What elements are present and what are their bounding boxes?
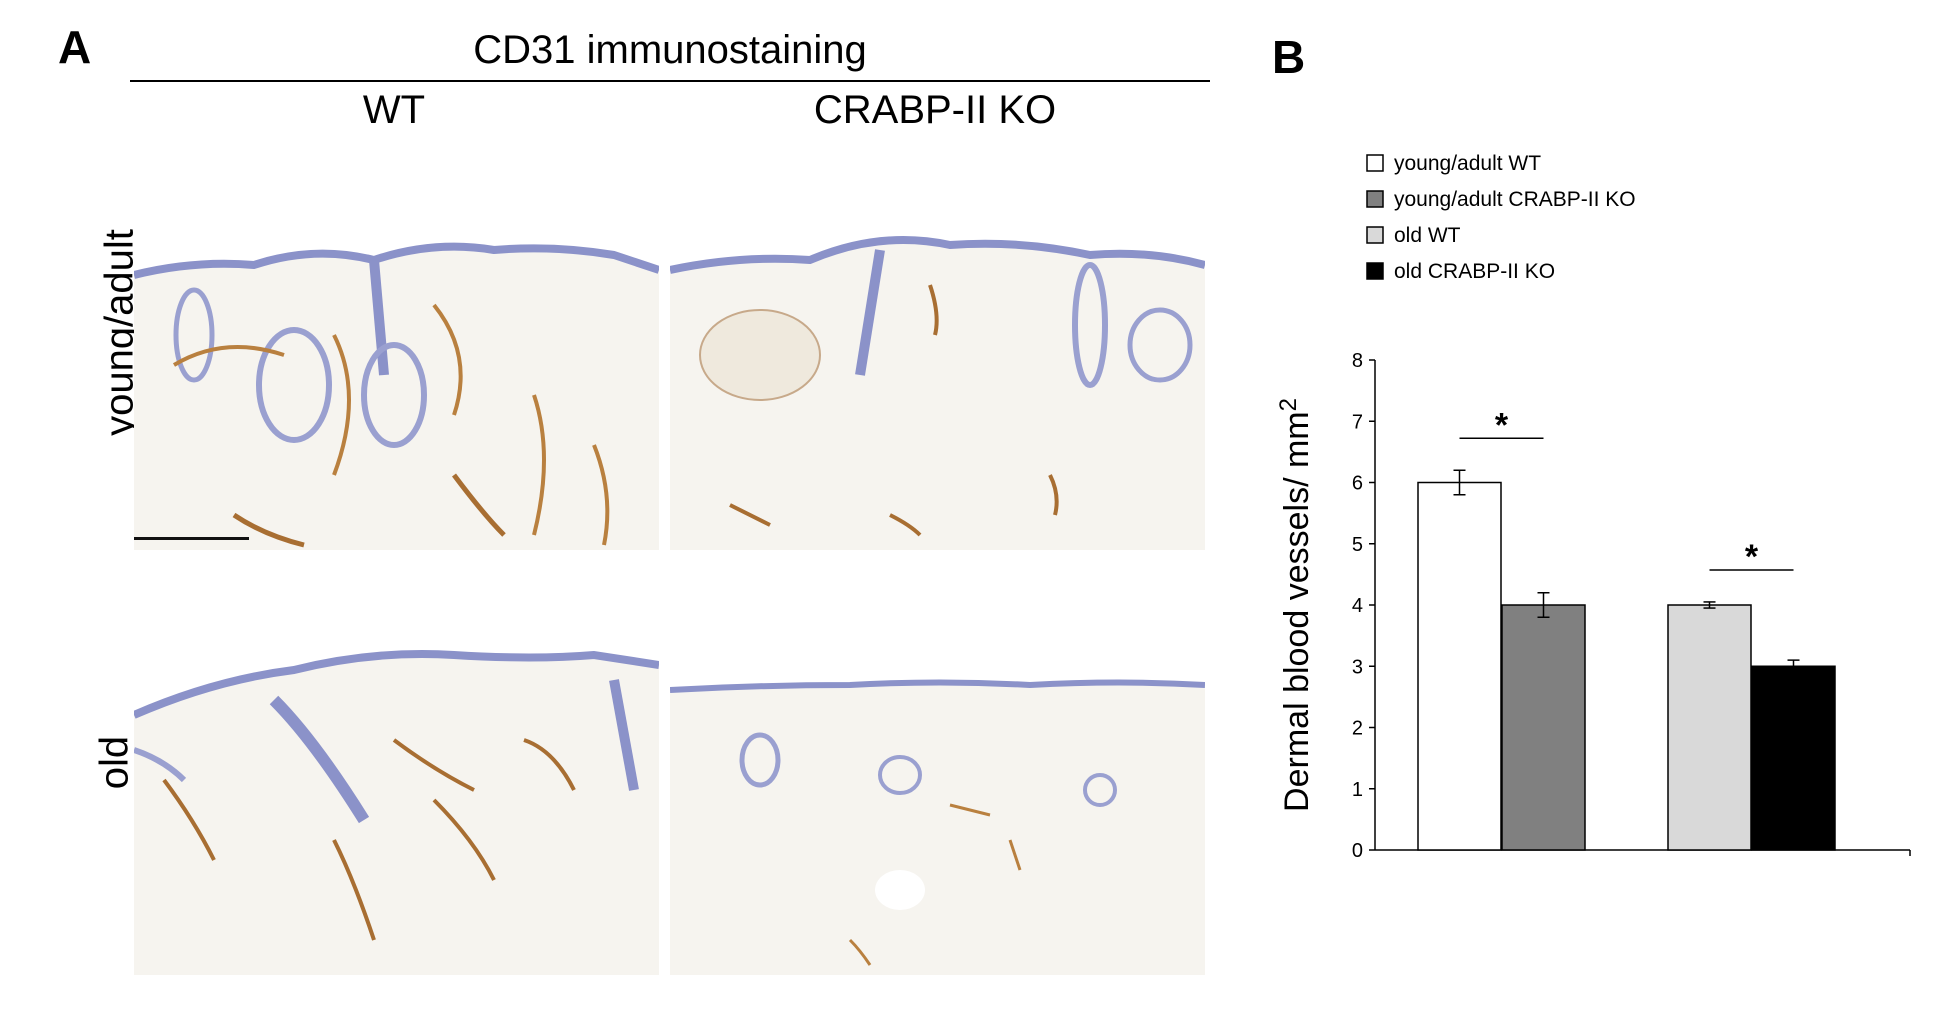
significance-label: * xyxy=(1495,406,1509,444)
panel-b-letter: B xyxy=(1272,31,1306,83)
bar xyxy=(1667,604,1752,851)
legend-label: young/adult CRABP-II KO xyxy=(1394,188,1636,211)
y-axis-label-superscript: 2 xyxy=(1275,398,1302,411)
y-tick-label: 8 xyxy=(1352,350,1363,372)
bars: ** xyxy=(1417,406,1836,851)
header-rule xyxy=(130,80,1210,82)
bar xyxy=(1751,665,1836,851)
legend-label: young/adult WT xyxy=(1394,152,1541,175)
row-label-old: old xyxy=(92,735,137,790)
column-label-wt: WT xyxy=(362,88,426,132)
column-label-ko: CRABP-II KO xyxy=(813,88,1057,132)
y-axis-label: Dermal blood vessels/ mm2 xyxy=(1275,398,1316,812)
micrograph-old-ko xyxy=(670,640,1205,975)
micrograph-old-wt xyxy=(134,640,659,975)
legend-label: old WT xyxy=(1394,224,1461,247)
y-tick-label: 4 xyxy=(1352,595,1363,617)
y-tick-label: 1 xyxy=(1352,779,1363,801)
bar xyxy=(1501,604,1586,851)
micrograph-young-wt xyxy=(134,215,659,550)
legend-swatch xyxy=(1366,190,1384,208)
legend-label: old CRABP-II KO xyxy=(1394,260,1555,283)
y-tick-label: 2 xyxy=(1352,718,1363,740)
significance-label: * xyxy=(1745,538,1759,576)
y-tick-label: 5 xyxy=(1352,534,1363,556)
legend-swatch xyxy=(1366,262,1384,280)
legend-swatch xyxy=(1366,154,1384,172)
y-tick-label: 0 xyxy=(1352,840,1363,862)
y-tick-label: 6 xyxy=(1352,473,1363,495)
bar xyxy=(1417,481,1502,851)
y-tick-label: 3 xyxy=(1352,656,1363,678)
legend: young/adult WT young/adult CRABP-II KO old… xyxy=(1366,152,1636,283)
micrograph-young-ko xyxy=(670,215,1205,550)
legend-swatch xyxy=(1366,226,1384,244)
bar-chart: young/adult WT young/adult CRABP-II KO old… xyxy=(1275,152,1911,862)
panel-a-letter: A xyxy=(58,21,92,73)
panel-a-header: CD31 immunostaining xyxy=(473,28,867,72)
axes: 0 1 2 3 4 5 6 7 8 Dermal blood vessels/ mm2 xyxy=(1275,350,1911,862)
y-tick-label: 7 xyxy=(1352,411,1363,433)
